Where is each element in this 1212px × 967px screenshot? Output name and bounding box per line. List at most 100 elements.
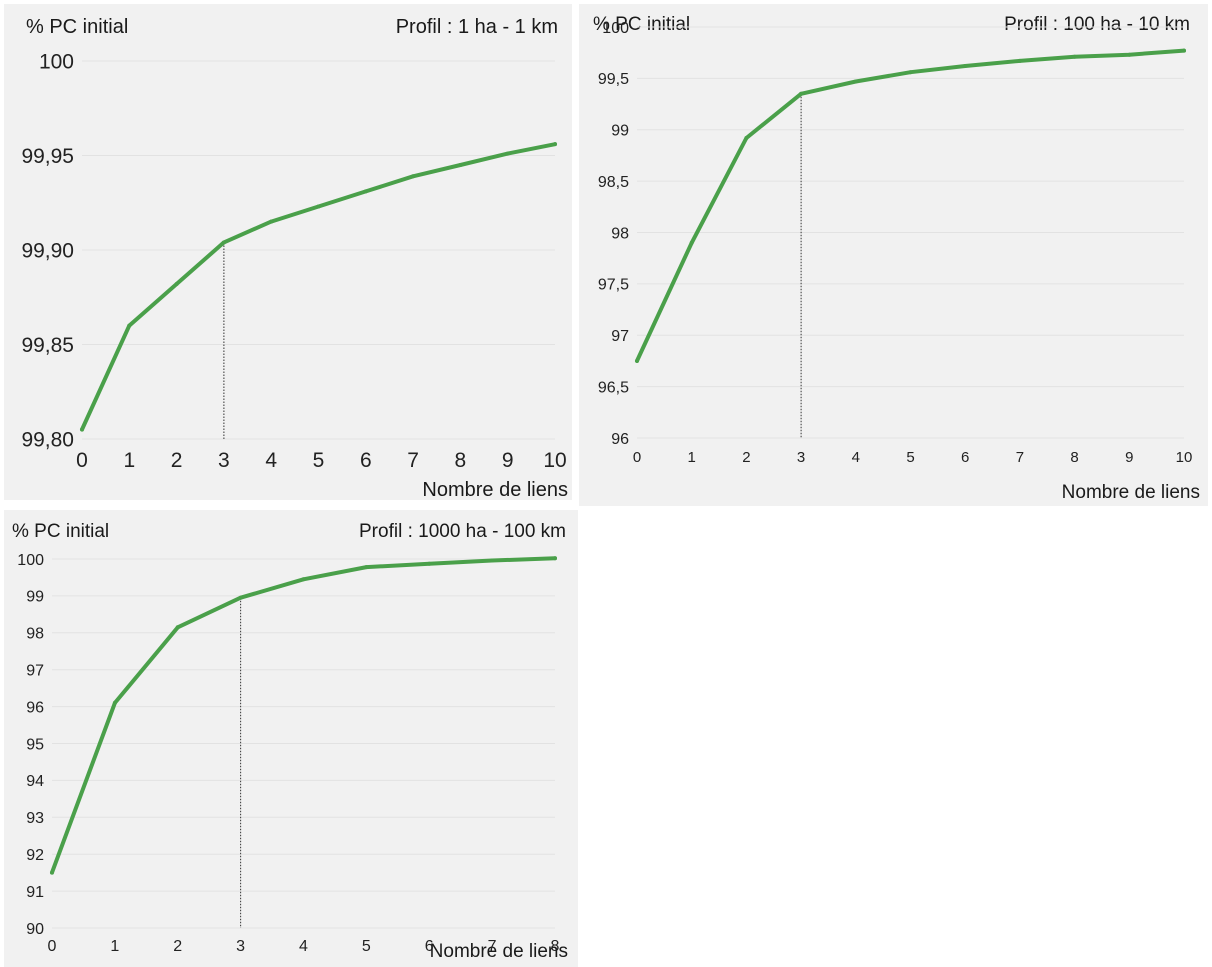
- y-tick-label: 100: [17, 552, 44, 569]
- chart-xlabel: Nombre de liens: [1061, 482, 1200, 503]
- y-tick-label: 95: [26, 736, 44, 753]
- data-point: [238, 595, 243, 600]
- data-point: [301, 577, 306, 582]
- y-tick-label: 99,95: [21, 145, 74, 168]
- data-point: [1127, 52, 1132, 57]
- data-point: [553, 556, 557, 561]
- x-tick-label: 8: [455, 449, 467, 472]
- y-tick-label: 99: [611, 123, 629, 140]
- data-point: [1072, 54, 1077, 59]
- x-tick-label: 7: [1016, 449, 1024, 466]
- y-tick-label: 99: [26, 589, 44, 606]
- chart-title: Profil : 100 ha - 10 km: [1004, 14, 1190, 35]
- data-point: [112, 700, 117, 705]
- data-point: [50, 870, 54, 875]
- y-tick-label: 98: [26, 626, 44, 643]
- chart-ylabel: % PC initial: [593, 14, 691, 35]
- x-tick-label: 3: [236, 938, 245, 955]
- y-tick-label: 92: [26, 847, 44, 864]
- x-tick-label: 8: [1070, 449, 1078, 466]
- x-tick-label: 4: [299, 938, 308, 955]
- x-tick-label: 2: [171, 449, 183, 472]
- data-point: [316, 204, 321, 209]
- x-tick-label: 6: [360, 449, 372, 472]
- y-tick-label: 99,85: [21, 334, 74, 357]
- x-tick-label: 0: [633, 449, 641, 466]
- chart-title: Profil : 1 ha - 1 km: [395, 16, 558, 38]
- data-point: [427, 561, 432, 566]
- x-tick-label: 5: [906, 449, 914, 466]
- x-tick-label: 3: [218, 449, 230, 472]
- x-tick-label: 9: [502, 449, 514, 472]
- x-tick-label: 1: [123, 449, 135, 472]
- data-point: [744, 135, 749, 140]
- chart-panel-1000ha: % PC initial Profil : 1000 ha - 100 km N…: [4, 510, 578, 967]
- x-tick-label: 2: [742, 449, 750, 466]
- y-tick-label: 90: [26, 921, 44, 938]
- series-line: [635, 48, 1186, 363]
- line-chart-svg: 90 91 92 93 94 95 96 97 98 99 100 0 1 2 3 4 5 6 7 8: [17, 552, 560, 955]
- x-tick-label: 4: [852, 449, 860, 466]
- x-tick-label: 2: [173, 938, 182, 955]
- data-point: [505, 151, 510, 156]
- series-line: [80, 142, 557, 432]
- data-point: [1017, 58, 1022, 63]
- y-tick-label: 98,5: [598, 174, 629, 191]
- x-tick-label: 0: [76, 449, 88, 472]
- chart-title: Profil : 1000 ha - 100 km: [359, 521, 566, 542]
- data-point: [175, 625, 180, 630]
- chart-panel-100ha: % PC initial Profil : 100 ha - 10 km Nom…: [579, 4, 1208, 506]
- data-point: [553, 142, 557, 147]
- y-tick-label: 97: [611, 328, 629, 345]
- x-tick-label: 10: [1176, 449, 1193, 466]
- data-point: [458, 162, 463, 167]
- series-line: [50, 556, 557, 875]
- data-point: [174, 282, 179, 287]
- x-tick-label: 7: [407, 449, 419, 472]
- data-point: [363, 189, 368, 194]
- data-point: [963, 64, 968, 69]
- y-tick-label: 97: [26, 662, 44, 679]
- line-chart-svg: 96 96,5 97 97,5 98 98,5 99 99,5 100 0 1 2 3 4 5 6 7 8 9 10: [598, 20, 1193, 466]
- data-point: [127, 323, 132, 328]
- x-tick-label: 6: [961, 449, 969, 466]
- y-tick-label: 96,5: [598, 379, 629, 396]
- y-tick-label: 91: [26, 884, 44, 901]
- x-tick-label: 4: [265, 449, 277, 472]
- data-point: [80, 427, 84, 432]
- x-tick-label: 0: [48, 938, 57, 955]
- data-point: [364, 565, 369, 570]
- x-tick-label: 5: [362, 938, 371, 955]
- y-tick-label: 94: [26, 773, 44, 790]
- y-tick-label: 98: [611, 225, 629, 242]
- y-tick-label: 100: [602, 20, 629, 37]
- data-point: [689, 240, 694, 245]
- x-tick-label: 5: [313, 449, 325, 472]
- x-tick-label: 6: [425, 938, 434, 955]
- y-tick-label: 99,80: [21, 429, 74, 452]
- chart-panel-1ha: % PC initial Profil : 1 ha - 1 km Nombre…: [4, 4, 572, 500]
- data-point: [908, 70, 913, 75]
- y-tick-label: 96: [26, 699, 44, 716]
- y-tick-label: 100: [39, 51, 74, 74]
- x-tick-label: 8: [551, 938, 560, 955]
- chart-ylabel: % PC initial: [26, 16, 129, 38]
- x-tick-label: 1: [688, 449, 696, 466]
- line-chart-svg: 99,80 99,85 99,90 99,95 100 0 1 2 3 4 5 6 7 8 9 10: [21, 51, 566, 472]
- y-tick-label: 93: [26, 810, 44, 827]
- data-point: [411, 174, 416, 179]
- y-tick-label: 96: [611, 431, 629, 448]
- chart-xlabel: Nombre de liens: [429, 941, 568, 962]
- data-point: [853, 79, 858, 84]
- x-tick-label: 7: [488, 938, 497, 955]
- x-tick-label: 10: [543, 449, 566, 472]
- chart-xlabel: Nombre de liens: [422, 479, 568, 501]
- x-tick-label: 9: [1125, 449, 1133, 466]
- y-tick-label: 97,5: [598, 277, 629, 294]
- data-point: [269, 219, 274, 224]
- x-tick-label: 3: [797, 449, 805, 466]
- data-point: [1182, 48, 1186, 53]
- y-tick-label: 99,5: [598, 71, 629, 88]
- data-point: [635, 358, 639, 363]
- data-point: [221, 240, 226, 245]
